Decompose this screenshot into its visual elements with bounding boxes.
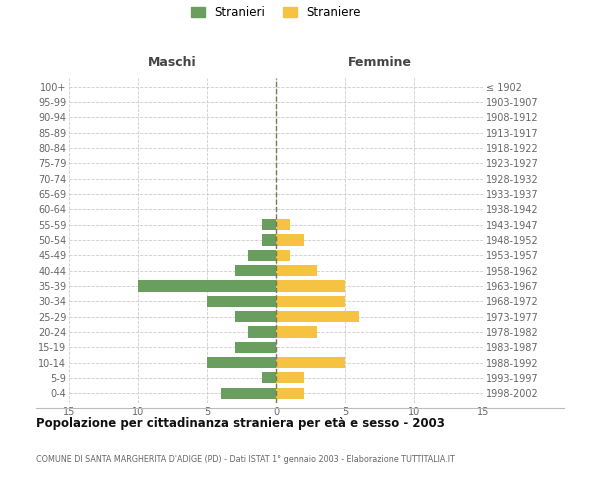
Bar (276, 357, 345, 368)
Bar (207, 357, 276, 368)
Legend: Stranieri, Straniere: Stranieri, Straniere (191, 6, 361, 19)
Text: Popolazione per cittadinanza straniera per età e sesso - 2003: Popolazione per cittadinanza straniera p… (36, 418, 445, 430)
Bar (207, 296, 276, 307)
Bar (248, 250, 276, 261)
Bar (276, 388, 304, 399)
Bar (235, 342, 276, 353)
Bar (276, 280, 345, 291)
Bar (235, 311, 276, 322)
Bar (138, 280, 276, 291)
Bar (235, 265, 276, 276)
Text: Maschi: Maschi (148, 56, 197, 70)
Bar (221, 388, 276, 399)
Y-axis label: Anni di nascita: Anni di nascita (598, 202, 600, 278)
Bar (276, 250, 290, 261)
Text: Femmine: Femmine (347, 56, 412, 70)
Bar (262, 372, 276, 384)
Bar (276, 311, 359, 322)
Text: COMUNE DI SANTA MARGHERITA D'ADIGE (PD) - Dati ISTAT 1° gennaio 2003 - Elaborazi: COMUNE DI SANTA MARGHERITA D'ADIGE (PD) … (36, 455, 455, 464)
Bar (248, 326, 276, 338)
Bar (276, 372, 304, 384)
Bar (262, 219, 276, 230)
Bar (276, 296, 345, 307)
Bar (276, 265, 317, 276)
Bar (262, 234, 276, 246)
Bar (276, 326, 317, 338)
Bar (276, 219, 290, 230)
Bar (276, 234, 304, 246)
